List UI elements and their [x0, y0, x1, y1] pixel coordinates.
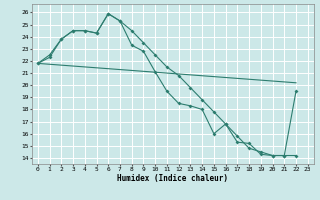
X-axis label: Humidex (Indice chaleur): Humidex (Indice chaleur) [117, 174, 228, 183]
